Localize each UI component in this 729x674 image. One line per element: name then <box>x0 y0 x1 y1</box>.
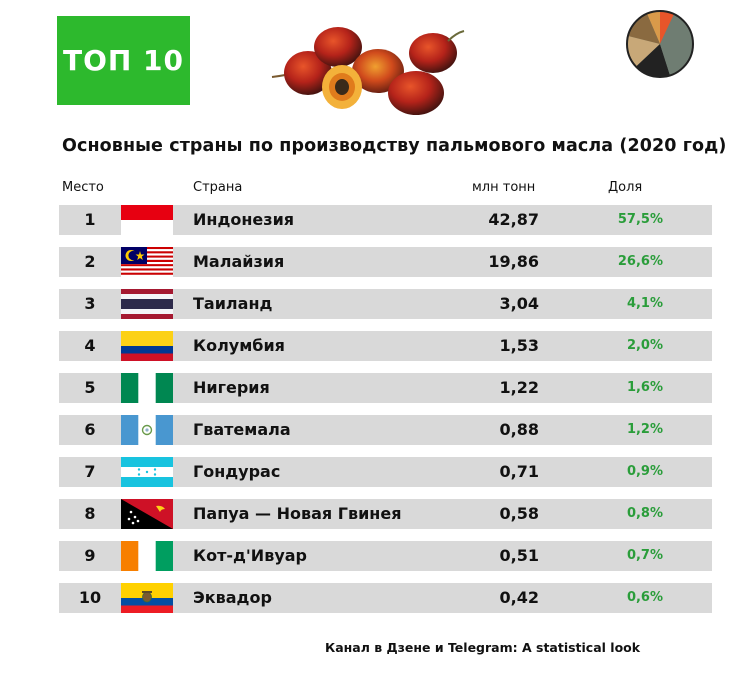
column-header-value: млн тонн <box>472 180 536 195</box>
flag-thailand-icon <box>121 289 173 319</box>
value-cell: 1,22 <box>499 378 539 397</box>
column-header-share: Доля <box>608 180 643 195</box>
flag-malaysia-icon <box>121 247 173 277</box>
table-row: 6 Гватемала 0,88 1,2% <box>59 415 712 445</box>
table-row: 10 Эквадор 0,42 0,6% <box>59 583 712 613</box>
value-cell: 1,53 <box>499 336 539 355</box>
table-row: 5 Нигерия 1,22 1,6% <box>59 373 712 403</box>
table-row: 2 Малайзия 19,86 26,6% <box>59 247 712 277</box>
share-cell: 1,2% <box>626 422 663 437</box>
flag-honduras-icon <box>121 457 173 487</box>
column-header-rank: Место <box>62 180 104 195</box>
flag-cote-divoire-icon <box>121 541 173 571</box>
share-cell: 57,5% <box>617 212 663 227</box>
share-cell: 26,6% <box>617 254 663 269</box>
country-cell: Малайзия <box>193 252 285 271</box>
rank-cell: 10 <box>78 588 102 607</box>
table-row: 9 Кот-д'Ивуар 0,51 0,7% <box>59 541 712 571</box>
rank-cell: 6 <box>84 420 96 439</box>
column-header-country: Страна <box>193 180 243 195</box>
flag-guatemala-icon <box>121 415 173 445</box>
value-cell: 0,42 <box>499 588 539 607</box>
share-cell: 0,6% <box>626 590 663 605</box>
value-cell: 42,87 <box>488 210 539 229</box>
country-cell: Эквадор <box>193 588 272 607</box>
country-cell: Нигерия <box>193 378 270 397</box>
country-cell: Гватемала <box>193 420 291 439</box>
table-row: 7 Гондурас 0,71 0,9% <box>59 457 712 487</box>
share-cell: 1,6% <box>626 380 663 395</box>
table-row: 8 Папуа — Новая Гвинея 0,58 0,8% <box>59 499 712 529</box>
value-cell: 0,88 <box>499 420 539 439</box>
table-row: 1 Индонезия 42,87 57,5% <box>59 205 712 235</box>
country-cell: Таиланд <box>193 294 273 313</box>
value-cell: 0,58 <box>499 504 539 523</box>
share-cell: 0,7% <box>626 548 663 563</box>
value-cell: 0,51 <box>499 546 539 565</box>
footer-credit: Канал в Дзене и Telegram: A statistical … <box>325 640 641 655</box>
rank-cell: 4 <box>84 336 96 355</box>
country-cell: Колумбия <box>193 336 285 355</box>
flag-papua-new-guinea-icon <box>121 499 173 529</box>
rank-cell: 1 <box>84 210 96 229</box>
table-row: 4 Колумбия 1,53 2,0% <box>59 331 712 361</box>
top10-badge: ТОП 10 <box>57 16 190 105</box>
country-cell: Гондурас <box>193 462 281 481</box>
flag-nigeria-icon <box>121 373 173 403</box>
pie-chart-icon <box>626 10 694 78</box>
country-cell: Папуа — Новая Гвинея <box>193 504 402 523</box>
share-cell: 4,1% <box>626 296 663 311</box>
chart-title: Основные страны по производству пальмово… <box>62 136 727 156</box>
country-cell: Индонезия <box>193 210 295 229</box>
rank-cell: 9 <box>84 546 96 565</box>
value-cell: 3,04 <box>499 294 539 313</box>
rank-cell: 8 <box>84 504 96 523</box>
rank-cell: 2 <box>84 252 96 271</box>
table-row: 3 Таиланд 3,04 4,1% <box>59 289 712 319</box>
palm-fruit-icon <box>271 27 465 115</box>
flag-colombia-icon <box>121 331 173 361</box>
share-cell: 0,8% <box>626 506 663 521</box>
rank-cell: 5 <box>84 378 96 397</box>
share-cell: 2,0% <box>626 338 663 353</box>
flag-indonesia-icon <box>121 205 173 235</box>
rank-cell: 3 <box>84 294 96 313</box>
country-cell: Кот-д'Ивуар <box>193 546 307 565</box>
flag-ecuador-icon <box>121 583 173 613</box>
rank-cell: 7 <box>84 462 96 481</box>
value-cell: 0,71 <box>499 462 539 481</box>
value-cell: 19,86 <box>488 252 539 271</box>
share-cell: 0,9% <box>626 464 663 479</box>
